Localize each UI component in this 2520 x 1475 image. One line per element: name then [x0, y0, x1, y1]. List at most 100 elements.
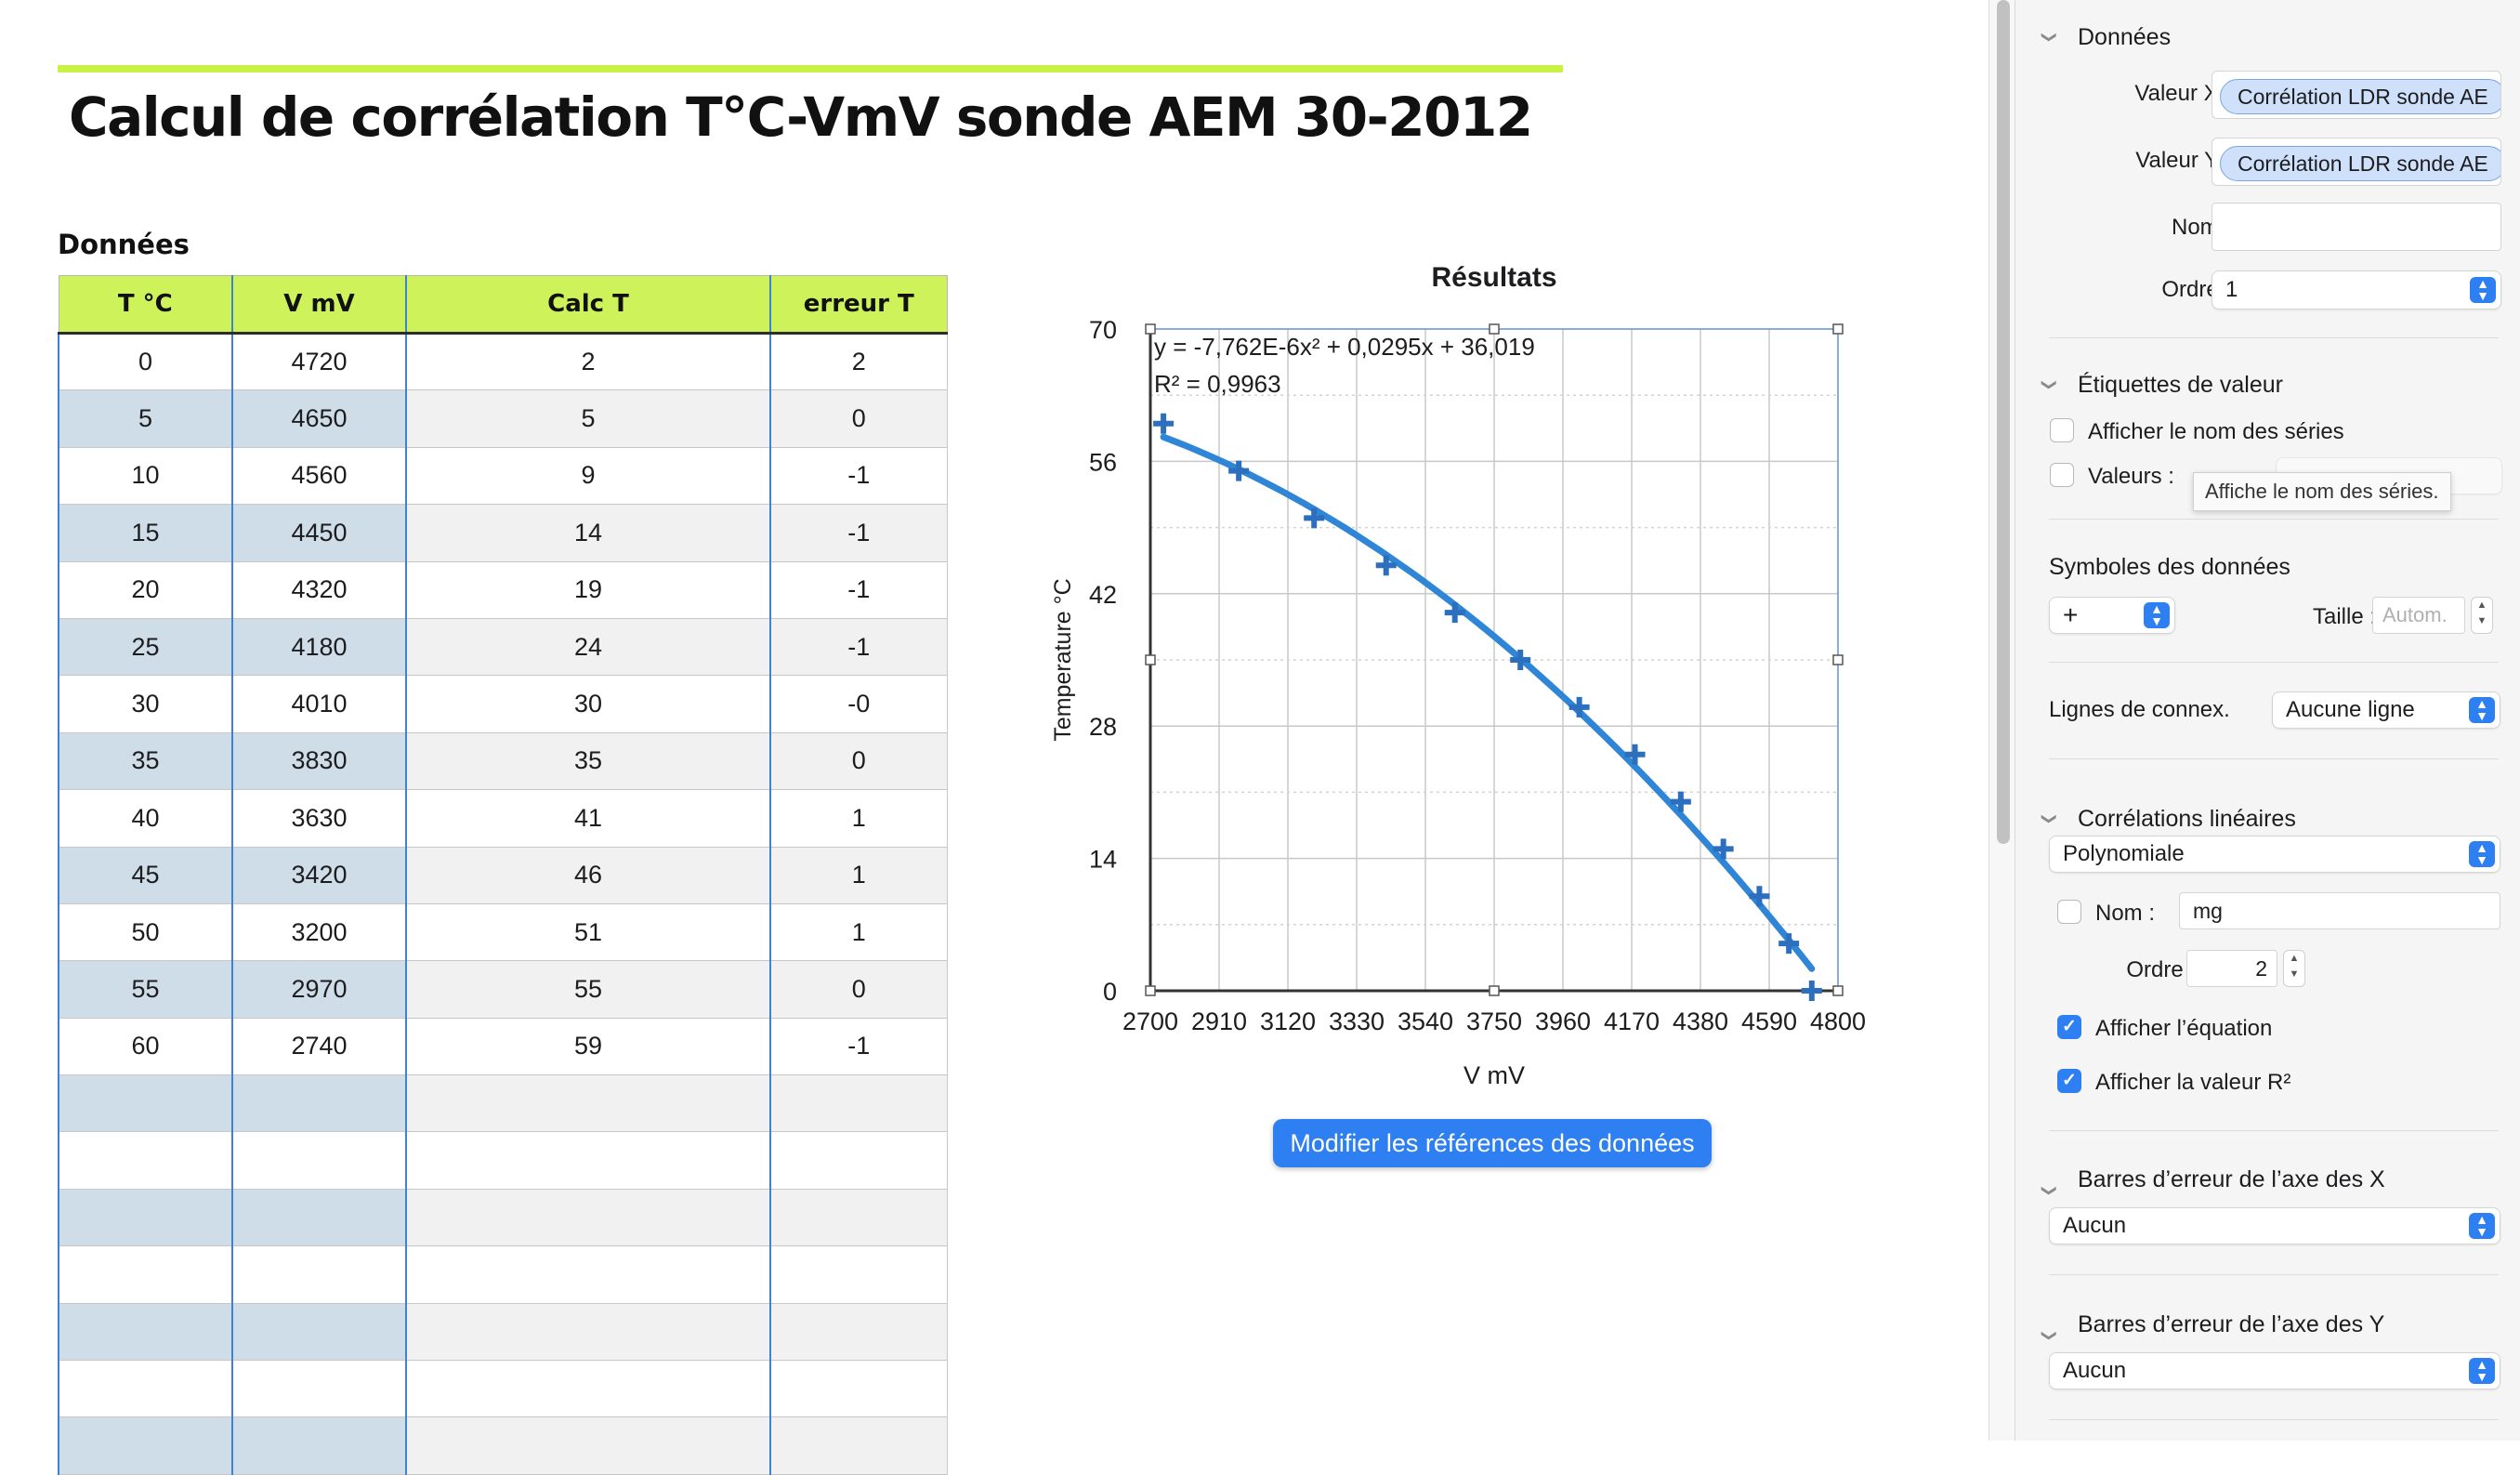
- trendline-name-checkbox[interactable]: [2057, 900, 2081, 924]
- trendline-type-popup[interactable]: Polynomiale ▲ ▼: [2049, 836, 2500, 873]
- table-cell[interactable]: 55: [405, 960, 771, 1019]
- show-equation-checkbox[interactable]: ✓: [2057, 1015, 2081, 1039]
- trendline-name-field[interactable]: mg: [2179, 892, 2500, 929]
- table-cell[interactable]: [58, 1302, 233, 1362]
- table-cell[interactable]: 45: [58, 846, 233, 904]
- x-error-bars-popup[interactable]: Aucun ▲ ▼: [2049, 1207, 2500, 1245]
- table-cell[interactable]: [769, 1360, 948, 1418]
- table-cell[interactable]: 3420: [231, 846, 407, 904]
- column-header[interactable]: Calc T: [405, 275, 771, 335]
- scrollbar-thumb[interactable]: [1997, 0, 2010, 844]
- chevron-down-icon[interactable]: ❯: [2041, 31, 2057, 44]
- table-cell[interactable]: 3830: [231, 731, 407, 791]
- table-cell[interactable]: 9: [405, 446, 771, 506]
- table-cell[interactable]: [58, 1245, 233, 1304]
- section-trendlines[interactable]: Corrélations linéaires: [2078, 806, 2296, 832]
- x-value-token[interactable]: Corrélation LDR sonde AE: [2220, 79, 2500, 114]
- table-cell[interactable]: [58, 1074, 233, 1133]
- table-cell[interactable]: 51: [405, 902, 771, 962]
- table-cell[interactable]: 35: [405, 731, 771, 791]
- table-cell[interactable]: -1: [769, 617, 948, 677]
- document-canvas[interactable]: Calcul de corrélation T°C-VmV sonde AEM …: [0, 0, 1988, 1475]
- table-cell[interactable]: 46: [405, 846, 771, 904]
- table-cell[interactable]: 30: [405, 675, 771, 733]
- table-cell[interactable]: 50: [58, 902, 233, 962]
- table-cell[interactable]: 25: [58, 617, 233, 677]
- table-cell[interactable]: [58, 1131, 233, 1190]
- table-cell[interactable]: [769, 1074, 948, 1133]
- table-cell[interactable]: 1: [769, 846, 948, 904]
- trendline-order-stepper[interactable]: ▲ ▼: [2283, 950, 2305, 987]
- table-cell[interactable]: 4650: [231, 389, 407, 448]
- table-cell[interactable]: 2: [769, 332, 948, 391]
- table-cell[interactable]: 4180: [231, 617, 407, 677]
- table-cell[interactable]: 2: [405, 332, 771, 391]
- table-cell[interactable]: -1: [769, 504, 948, 562]
- table-cell[interactable]: [405, 1131, 771, 1190]
- chevron-down-icon[interactable]: ❯: [2041, 1329, 2057, 1342]
- table-cell[interactable]: 55: [58, 960, 233, 1019]
- y-value-field[interactable]: Corrélation LDR sonde AE: [2212, 138, 2501, 186]
- table-cell[interactable]: 19: [405, 560, 771, 619]
- values-checkbox[interactable]: [2050, 463, 2074, 487]
- size-stepper[interactable]: ▲ ▼: [2471, 597, 2493, 634]
- table-cell[interactable]: [231, 1416, 407, 1475]
- chevron-down-icon[interactable]: ❯: [2041, 812, 2057, 825]
- table-cell[interactable]: 24: [405, 617, 771, 677]
- table-cell[interactable]: [231, 1131, 407, 1190]
- show-series-name-label[interactable]: Afficher le nom des séries: [2088, 419, 2344, 444]
- order-popup[interactable]: 1 ▲ ▼: [2212, 270, 2501, 309]
- table-cell[interactable]: -1: [769, 1017, 948, 1076]
- table-cell[interactable]: 35: [58, 731, 233, 791]
- table-cell[interactable]: 4560: [231, 446, 407, 506]
- table-cell[interactable]: -1: [769, 560, 948, 619]
- trendline-order-field[interactable]: 2: [2186, 950, 2277, 987]
- table-cell[interactable]: [769, 1302, 948, 1362]
- table-cell[interactable]: [58, 1416, 233, 1475]
- column-header[interactable]: T °C: [58, 275, 233, 335]
- edit-data-references-button[interactable]: Modifier les références des données: [1273, 1119, 1712, 1167]
- table-cell[interactable]: 1: [769, 902, 948, 962]
- show-equation-label[interactable]: Afficher l’équation: [2095, 1016, 2273, 1041]
- table-cell[interactable]: [58, 1188, 233, 1247]
- table-cell[interactable]: 30: [58, 675, 233, 733]
- table-cell[interactable]: 15: [58, 504, 233, 562]
- table-cell[interactable]: 2970: [231, 960, 407, 1019]
- table-cell[interactable]: [405, 1416, 771, 1475]
- table-cell[interactable]: [58, 1360, 233, 1418]
- table-cell[interactable]: 3630: [231, 789, 407, 848]
- table-cell[interactable]: [405, 1302, 771, 1362]
- table-cell[interactable]: -1: [769, 446, 948, 506]
- table-cell[interactable]: 0: [58, 332, 233, 391]
- table-cell[interactable]: 0: [769, 960, 948, 1019]
- series-name-field[interactable]: [2212, 203, 2501, 251]
- table-cell[interactable]: 5: [405, 389, 771, 448]
- x-value-field[interactable]: Corrélation LDR sonde AE: [2212, 71, 2501, 119]
- y-error-bars-popup[interactable]: Aucun ▲ ▼: [2049, 1352, 2500, 1389]
- section-value-labels[interactable]: Étiquettes de valeur: [2078, 372, 2283, 398]
- table-cell[interactable]: [405, 1360, 771, 1418]
- table-cell[interactable]: [769, 1188, 948, 1247]
- show-r2-label[interactable]: Afficher la valeur R²: [2095, 1070, 2291, 1095]
- table-cell[interactable]: 4450: [231, 504, 407, 562]
- show-series-name-checkbox[interactable]: [2050, 418, 2074, 442]
- table-cell[interactable]: [231, 1245, 407, 1304]
- table-cell[interactable]: [231, 1302, 407, 1362]
- table-cell[interactable]: 10: [58, 446, 233, 506]
- table-cell[interactable]: [231, 1074, 407, 1133]
- canvas-scrollbar[interactable]: [1988, 0, 2015, 1441]
- column-header[interactable]: erreur T: [769, 275, 948, 335]
- chevron-down-icon[interactable]: ❯: [2041, 378, 2057, 391]
- connection-lines-popup[interactable]: Aucune ligne ▲ ▼: [2272, 691, 2500, 729]
- table-cell[interactable]: [769, 1245, 948, 1304]
- results-chart[interactable]: Résultats 2700 2910 3120 3330 3540 3750 3960 417…: [1013, 249, 1905, 1123]
- table-cell[interactable]: [769, 1131, 948, 1190]
- section-y-error-bars[interactable]: Barres d’erreur de l’axe des Y: [2078, 1311, 2385, 1337]
- symbol-popup[interactable]: + ▲ ▼: [2049, 597, 2175, 634]
- document-title[interactable]: Calcul de corrélation T°C-VmV sonde AEM …: [69, 86, 1533, 149]
- table-cell[interactable]: [405, 1188, 771, 1247]
- table-cell[interactable]: [231, 1360, 407, 1418]
- table-cell[interactable]: 4720: [231, 332, 407, 391]
- table-cell[interactable]: [405, 1245, 771, 1304]
- size-field[interactable]: Autom.: [2372, 597, 2465, 634]
